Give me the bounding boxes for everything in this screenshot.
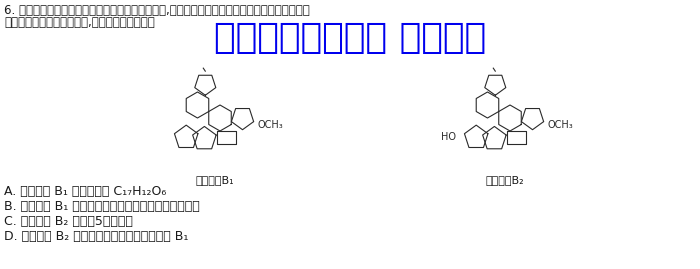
Text: A. 黄曲霉素 B₁ 的分子式为 C₁₇H₁₂O₆: A. 黄曲霉素 B₁ 的分子式为 C₁₇H₁₂O₆ bbox=[4, 185, 167, 198]
Text: 6. 黄曲霉常在水分含量较高的谷类作物中生长繁殖,并产生具有强致癌能力的黄曲霉素。两种黄曲: 6. 黄曲霉常在水分含量较高的谷类作物中生长繁殖,并产生具有强致癌能力的黄曲霉素… bbox=[4, 4, 309, 17]
Text: C. 黄曲霉素 B₂ 中含有5个手性碳: C. 黄曲霉素 B₂ 中含有5个手性碳 bbox=[4, 215, 133, 228]
Text: HO: HO bbox=[441, 133, 456, 143]
Text: 微信公众号关注： 趣找答案: 微信公众号关注： 趣找答案 bbox=[214, 21, 486, 55]
Text: 霉素的结构简图如下图所示,下列说法不正确的是: 霉素的结构简图如下图所示,下列说法不正确的是 bbox=[4, 16, 155, 29]
Text: D. 黄曲霉素 B₂ 可通过消去反应得到黄曲霉素 B₁: D. 黄曲霉素 B₂ 可通过消去反应得到黄曲霉素 B₁ bbox=[4, 230, 188, 243]
Text: OCH₃: OCH₃ bbox=[258, 119, 284, 129]
Text: B. 黄曲霉素 B₁ 能发生氧化反应、水解反应、加成反应: B. 黄曲霉素 B₁ 能发生氧化反应、水解反应、加成反应 bbox=[4, 200, 199, 213]
Text: 黄曲霉素B₁: 黄曲霉素B₁ bbox=[196, 175, 235, 185]
Text: OCH₃: OCH₃ bbox=[547, 119, 573, 129]
Text: 黄曲霉素B₂: 黄曲霉素B₂ bbox=[486, 175, 524, 185]
